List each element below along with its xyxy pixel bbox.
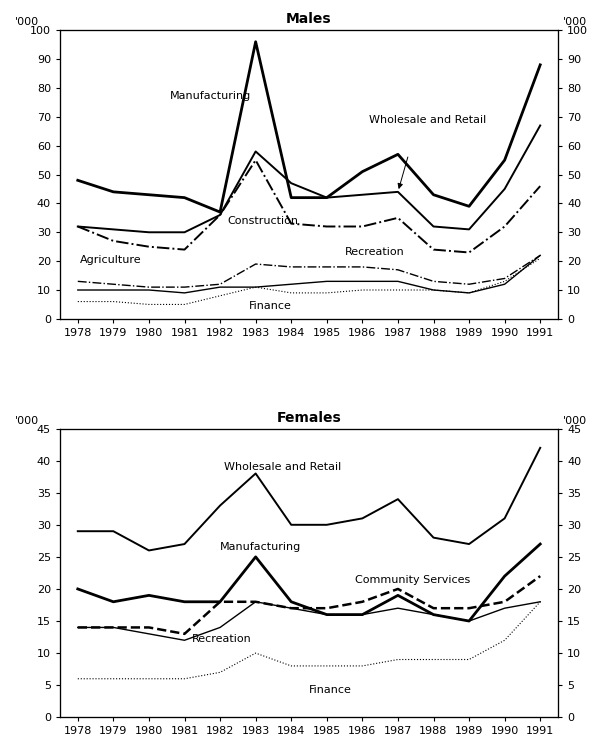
Text: Wholesale and Retail: Wholesale and Retail [224, 462, 341, 473]
Text: Finance: Finance [309, 685, 352, 695]
Text: Agriculture: Agriculture [80, 254, 141, 264]
Text: Manufacturing: Manufacturing [170, 91, 251, 101]
Text: Community Services: Community Services [355, 575, 470, 584]
Text: '000: '000 [15, 17, 40, 27]
Title: Females: Females [277, 411, 341, 424]
Text: '000: '000 [563, 416, 587, 426]
Title: Males: Males [286, 12, 332, 26]
Text: Recreation: Recreation [191, 633, 251, 643]
Text: '000: '000 [15, 416, 40, 426]
Text: Finance: Finance [248, 300, 292, 311]
Text: Manufacturing: Manufacturing [220, 542, 301, 553]
Text: Wholesale and Retail: Wholesale and Retail [370, 115, 487, 125]
Text: '000: '000 [563, 17, 587, 27]
Text: Recreation: Recreation [344, 248, 404, 257]
Text: Construction: Construction [227, 216, 298, 226]
